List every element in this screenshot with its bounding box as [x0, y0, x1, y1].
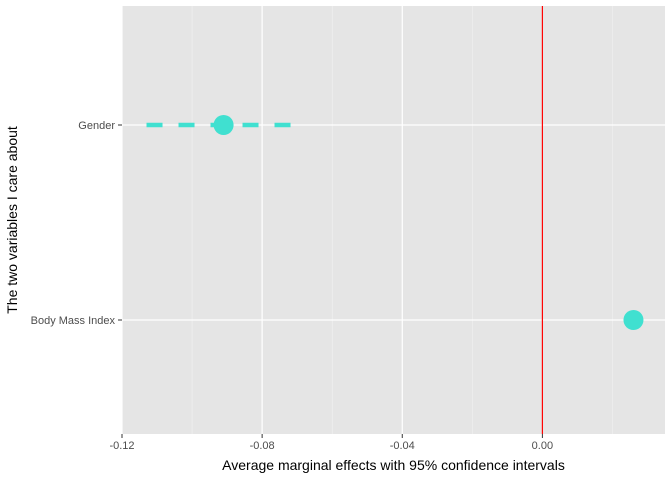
- x-axis-title: Average marginal effects with 95% confid…: [222, 457, 565, 473]
- y-tick-label: Body Mass Index: [31, 315, 116, 327]
- y-tick-label: Gender: [78, 120, 115, 132]
- y-axis-title: The two variables I care about: [4, 126, 20, 314]
- x-tick-label: -0.12: [109, 440, 134, 452]
- axes: -0.12 -0.08 -0.04 0.00 Gender Body Mass Index: [31, 120, 553, 452]
- x-tick-label: -0.08: [250, 440, 275, 452]
- x-tick-label: -0.04: [390, 440, 415, 452]
- estimate-point: [213, 115, 234, 135]
- data-marks: [146, 115, 644, 330]
- grid-lines: [121, 6, 665, 434]
- plot-panel: [122, 6, 665, 434]
- x-tick-label: 0.00: [532, 440, 553, 452]
- estimate-point: [623, 310, 644, 330]
